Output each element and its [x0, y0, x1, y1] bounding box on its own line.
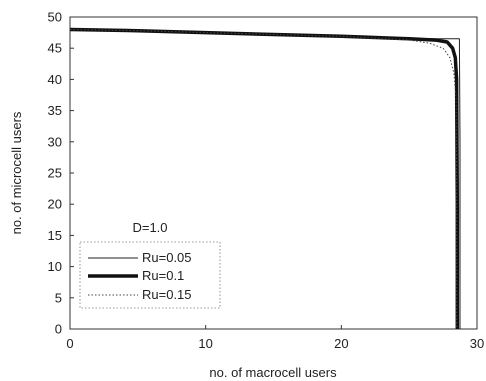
y-tick-label: 40	[48, 72, 62, 87]
series-line-1	[69, 27, 460, 329]
y-axis-ticks: 0 5 10 15 20 25 30 35 40 45 50	[48, 10, 74, 337]
y-tick-label: 10	[48, 259, 62, 274]
x-tick-label: 20	[334, 336, 348, 351]
y-tick-label: 5	[55, 290, 62, 305]
series-line-2	[69, 29, 458, 329]
x-tick-label: 30	[470, 336, 484, 351]
x-axis-label: no. of macrocell users	[209, 365, 337, 380]
legend: Ru=0.05 Ru=0.1 Ru=0.15	[79, 241, 221, 309]
y-tick-label: 50	[48, 10, 62, 25]
y-tick-label: 0	[55, 322, 62, 337]
x-tick-label: 0	[66, 336, 73, 351]
legend-label-ru-005: Ru=0.05	[142, 250, 192, 265]
y-tick-label: 35	[48, 103, 62, 118]
x-axis-ticks: 0 10 20 30	[66, 325, 484, 351]
y-tick-label: 20	[48, 197, 62, 212]
y-tick-label: 45	[48, 41, 62, 56]
series-lines	[69, 27, 461, 329]
x-tick-label: 10	[198, 336, 212, 351]
legend-label-ru-01: Ru=0.1	[142, 268, 184, 283]
chart-annotation: D=1.0	[132, 220, 167, 235]
y-axis-label: no. of microcell users	[9, 111, 24, 234]
y-tick-label: 25	[48, 166, 62, 181]
y-tick-label: 30	[48, 134, 62, 149]
legend-label-ru-015: Ru=0.15	[142, 287, 192, 302]
y-tick-label: 15	[48, 228, 62, 243]
